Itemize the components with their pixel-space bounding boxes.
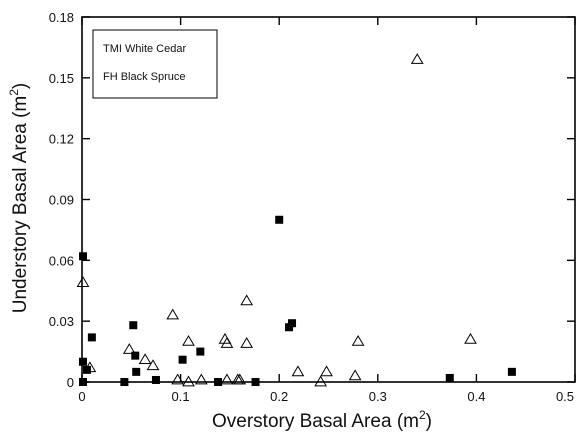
y-axis-unit-close: ) — [10, 83, 31, 89]
point-white-cedar — [275, 215, 284, 224]
y-tick-label: 0.12 — [49, 132, 74, 147]
point-white-cedar — [78, 378, 87, 386]
point-black-spruce — [138, 353, 152, 365]
legend-entry-2: FH Black Spruce — [103, 71, 186, 83]
point-white-cedar — [251, 378, 260, 386]
point-black-spruce — [291, 365, 305, 377]
x-axis-unit-close: ) — [426, 411, 432, 432]
y-tick-label: 0.18 — [49, 10, 74, 25]
point-white-cedar — [285, 323, 294, 332]
y-tick-label: 0.15 — [49, 71, 74, 86]
point-black-spruce — [233, 373, 247, 385]
y-axis-title: Understory Basal Area (m2) — [7, 83, 31, 314]
point-black-spruce — [240, 336, 254, 348]
point-white-cedar — [129, 321, 138, 330]
point-black-spruce — [146, 359, 160, 371]
y-tick-label: 0 — [67, 375, 74, 390]
point-black-spruce — [464, 332, 477, 344]
y-tick-label: 0.03 — [49, 314, 74, 329]
point-white-cedar — [87, 333, 96, 342]
legend: TMI White Cedar FH Black Spruce — [92, 29, 218, 99]
point-white-cedar — [132, 367, 141, 376]
point-white-cedar — [214, 378, 223, 386]
legend-entry-1: TMI White Cedar — [103, 43, 186, 55]
point-black-spruce — [166, 308, 180, 320]
x-axis-title-text: Overstory Basal Area — [212, 411, 392, 432]
point-white-cedar — [445, 373, 454, 382]
point-black-spruce — [76, 276, 90, 287]
point-black-spruce — [182, 375, 195, 387]
point-black-spruce — [182, 334, 195, 346]
y-axis-unit-sup: 2 — [7, 89, 21, 96]
point-black-spruce — [83, 361, 97, 373]
x-tick-label: 0 — [78, 389, 85, 404]
legend-box — [92, 29, 218, 99]
x-tick-label: 0.5 — [556, 389, 574, 404]
point-black-spruce — [410, 53, 424, 64]
y-tick-label: 0.09 — [49, 193, 74, 208]
y-axis-title-text: Understory Basal Area — [10, 123, 31, 314]
y-tick-label: 0.06 — [49, 253, 74, 268]
point-white-cedar — [178, 355, 187, 364]
point-white-cedar — [288, 319, 297, 328]
point-black-spruce — [240, 294, 254, 306]
x-axis-unit: (m — [397, 411, 419, 432]
data-points — [76, 53, 516, 387]
point-white-cedar — [82, 365, 91, 374]
point-black-spruce — [320, 365, 333, 377]
x-tick-label: 0.4 — [467, 389, 485, 404]
point-white-cedar — [131, 351, 140, 360]
x-tick-label: 0.3 — [369, 389, 387, 404]
x-axis-unit-sup: 2 — [419, 408, 426, 422]
point-white-cedar — [151, 375, 160, 384]
point-white-cedar — [78, 252, 87, 261]
point-white-cedar — [78, 357, 87, 366]
point-black-spruce — [348, 369, 362, 381]
point-black-spruce — [314, 375, 327, 387]
y-axis-unit: (m — [10, 96, 31, 118]
point-black-spruce — [122, 343, 136, 354]
x-tick-label: 0.1 — [172, 389, 190, 404]
point-black-spruce — [171, 373, 185, 385]
point-black-spruce — [220, 373, 234, 385]
point-white-cedar — [196, 347, 205, 356]
x-axis-ticks: 0 0.1 0.2 0.3 0.4 0.5 — [78, 17, 576, 404]
point-white-cedar — [120, 378, 129, 386]
x-tick-label: 0.2 — [270, 389, 288, 404]
point-black-spruce — [194, 373, 208, 385]
point-black-spruce — [220, 336, 234, 348]
y-axis-ticks: 0 0.03 0.06 0.09 0.12 0.15 0.18 — [49, 10, 575, 390]
point-black-spruce — [351, 334, 365, 346]
point-white-cedar — [507, 367, 516, 376]
x-axis-title: Overstory Basal Area (m2) — [212, 408, 432, 432]
